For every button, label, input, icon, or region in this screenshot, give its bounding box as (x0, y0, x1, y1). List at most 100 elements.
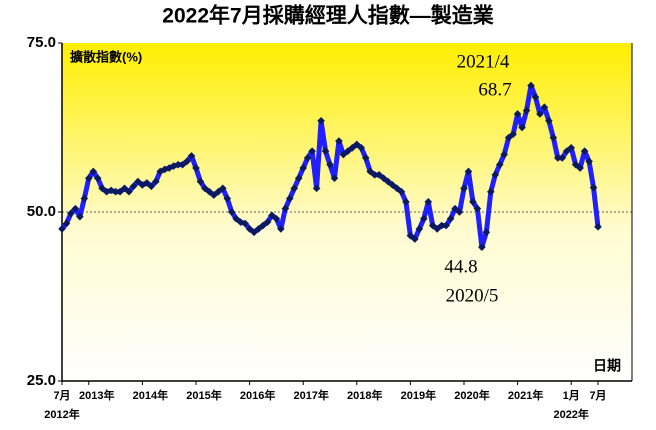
data-point (411, 235, 419, 243)
value-label: 44.8 (444, 256, 477, 277)
data-point (473, 204, 482, 213)
data-point (321, 147, 330, 155)
data-point (357, 143, 366, 152)
data-point (580, 147, 589, 155)
annotation: 2020/5 (446, 285, 499, 306)
data-point (522, 106, 531, 115)
data-point (554, 154, 562, 162)
data-point (500, 150, 508, 159)
y-tick-label: 75.0 (27, 34, 56, 51)
data-point (469, 198, 477, 206)
data-point (384, 177, 392, 186)
data-point (138, 181, 147, 189)
data-point (576, 164, 584, 172)
data-point (259, 221, 267, 230)
data-point (178, 160, 187, 169)
data-point (536, 110, 544, 118)
data-point (152, 177, 160, 186)
data-point (482, 228, 491, 237)
data-point (562, 147, 571, 155)
data-point (196, 177, 205, 186)
x-tick-sublabel: 2022年 (553, 407, 588, 421)
data-point (286, 194, 294, 203)
x-tick-label: 2016年 (240, 388, 275, 402)
data-point (174, 160, 182, 169)
data-point (125, 187, 133, 196)
data-point (71, 204, 80, 213)
data-point (227, 208, 236, 216)
x-tick-label: 7月 (589, 389, 606, 402)
data-point (393, 184, 401, 193)
data-point (317, 116, 325, 125)
value-label: 68.7 (478, 79, 511, 100)
y-tick-label: 50.0 (27, 203, 56, 220)
x-tick-sublabel: 2012年 (44, 407, 79, 421)
data-point (272, 214, 281, 223)
data-point (487, 187, 495, 196)
data-point (98, 184, 106, 193)
data-point (549, 133, 558, 142)
data-point (428, 221, 437, 230)
data-point (402, 198, 410, 206)
data-point (187, 152, 196, 160)
data-point (308, 147, 316, 155)
data-point (420, 214, 428, 223)
data-point (585, 157, 593, 166)
data-point (281, 204, 290, 213)
data-point (192, 164, 200, 172)
data-point (312, 184, 321, 193)
data-point (236, 218, 245, 226)
x-tick-label: 2013年 (79, 388, 114, 402)
data-point (460, 184, 468, 193)
x-tick-label: 2019年 (401, 388, 436, 402)
data-point (540, 103, 549, 112)
data-point (93, 174, 102, 182)
data-point (76, 212, 84, 221)
data-point (303, 154, 312, 162)
data-point (183, 157, 191, 166)
data-point (464, 167, 473, 176)
data-point (85, 174, 93, 182)
annotation: 2021/4 (457, 51, 510, 72)
data-point (335, 137, 343, 145)
data-point (326, 160, 334, 169)
data-point (169, 162, 178, 170)
data-point (527, 81, 535, 90)
data-point (241, 219, 249, 228)
data-point (491, 171, 500, 179)
data-point (567, 143, 575, 152)
data-point (353, 140, 361, 149)
data-point (294, 174, 303, 182)
data-point (232, 214, 240, 223)
x-axis-label: 日期 (593, 358, 621, 374)
data-point (442, 221, 450, 230)
data-point (446, 214, 455, 223)
data-point (495, 160, 504, 169)
data-point (455, 208, 464, 216)
data-point (330, 174, 339, 182)
x-tick-label: 2018年 (347, 388, 382, 402)
x-tick-label: 7月 (53, 389, 70, 402)
data-point (348, 143, 357, 152)
data-point (67, 209, 75, 218)
y-axis-label: 擴散指數(%) (70, 49, 142, 64)
data-point (290, 184, 299, 193)
data-point (571, 160, 580, 169)
data-point (58, 225, 66, 233)
data-point (513, 110, 522, 118)
data-point (379, 174, 388, 182)
data-point (299, 164, 307, 172)
data-point (415, 225, 424, 233)
data-point (478, 243, 486, 251)
data-point (545, 116, 553, 125)
data-point (375, 171, 383, 179)
data-point (254, 225, 263, 233)
data-point (210, 191, 218, 199)
data-point (388, 181, 397, 189)
data-point (451, 204, 459, 213)
data-point (219, 184, 227, 193)
data-point (80, 194, 89, 203)
data-point (263, 218, 272, 226)
data-point (370, 171, 379, 179)
